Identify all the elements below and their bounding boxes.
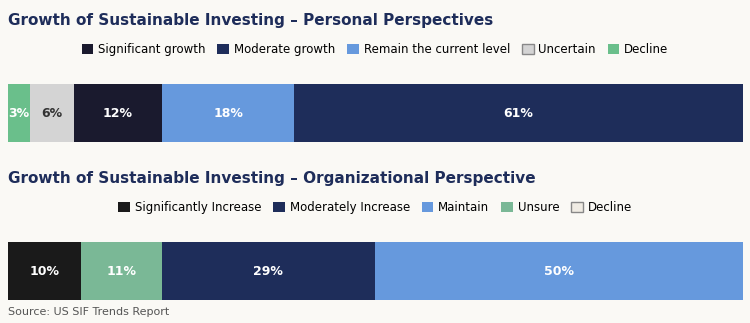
Legend: Significantly Increase, Moderately Increase, Maintain, Unsure, Decline: Significantly Increase, Moderately Incre…	[113, 196, 637, 219]
Text: 11%: 11%	[106, 265, 136, 278]
Text: 29%: 29%	[254, 265, 284, 278]
Text: 10%: 10%	[29, 265, 59, 278]
Text: 12%: 12%	[103, 107, 133, 120]
FancyBboxPatch shape	[375, 242, 742, 300]
Text: Growth of Sustainable Investing – Organizational Perspective: Growth of Sustainable Investing – Organi…	[8, 171, 536, 186]
FancyBboxPatch shape	[294, 84, 742, 142]
Legend: Significant growth, Moderate growth, Remain the current level, Uncertain, Declin: Significant growth, Moderate growth, Rem…	[77, 38, 673, 61]
FancyBboxPatch shape	[29, 84, 74, 142]
Text: 50%: 50%	[544, 265, 574, 278]
FancyBboxPatch shape	[8, 242, 81, 300]
FancyBboxPatch shape	[162, 242, 375, 300]
Text: Source: US SIF Trends Report: Source: US SIF Trends Report	[8, 307, 169, 317]
FancyBboxPatch shape	[8, 84, 29, 142]
Text: 6%: 6%	[41, 107, 62, 120]
FancyBboxPatch shape	[81, 242, 162, 300]
Text: 18%: 18%	[213, 107, 243, 120]
FancyBboxPatch shape	[74, 84, 162, 142]
FancyBboxPatch shape	[162, 84, 294, 142]
Text: 3%: 3%	[8, 107, 29, 120]
Text: 61%: 61%	[503, 107, 533, 120]
Text: Growth of Sustainable Investing – Personal Perspectives: Growth of Sustainable Investing – Person…	[8, 13, 493, 28]
